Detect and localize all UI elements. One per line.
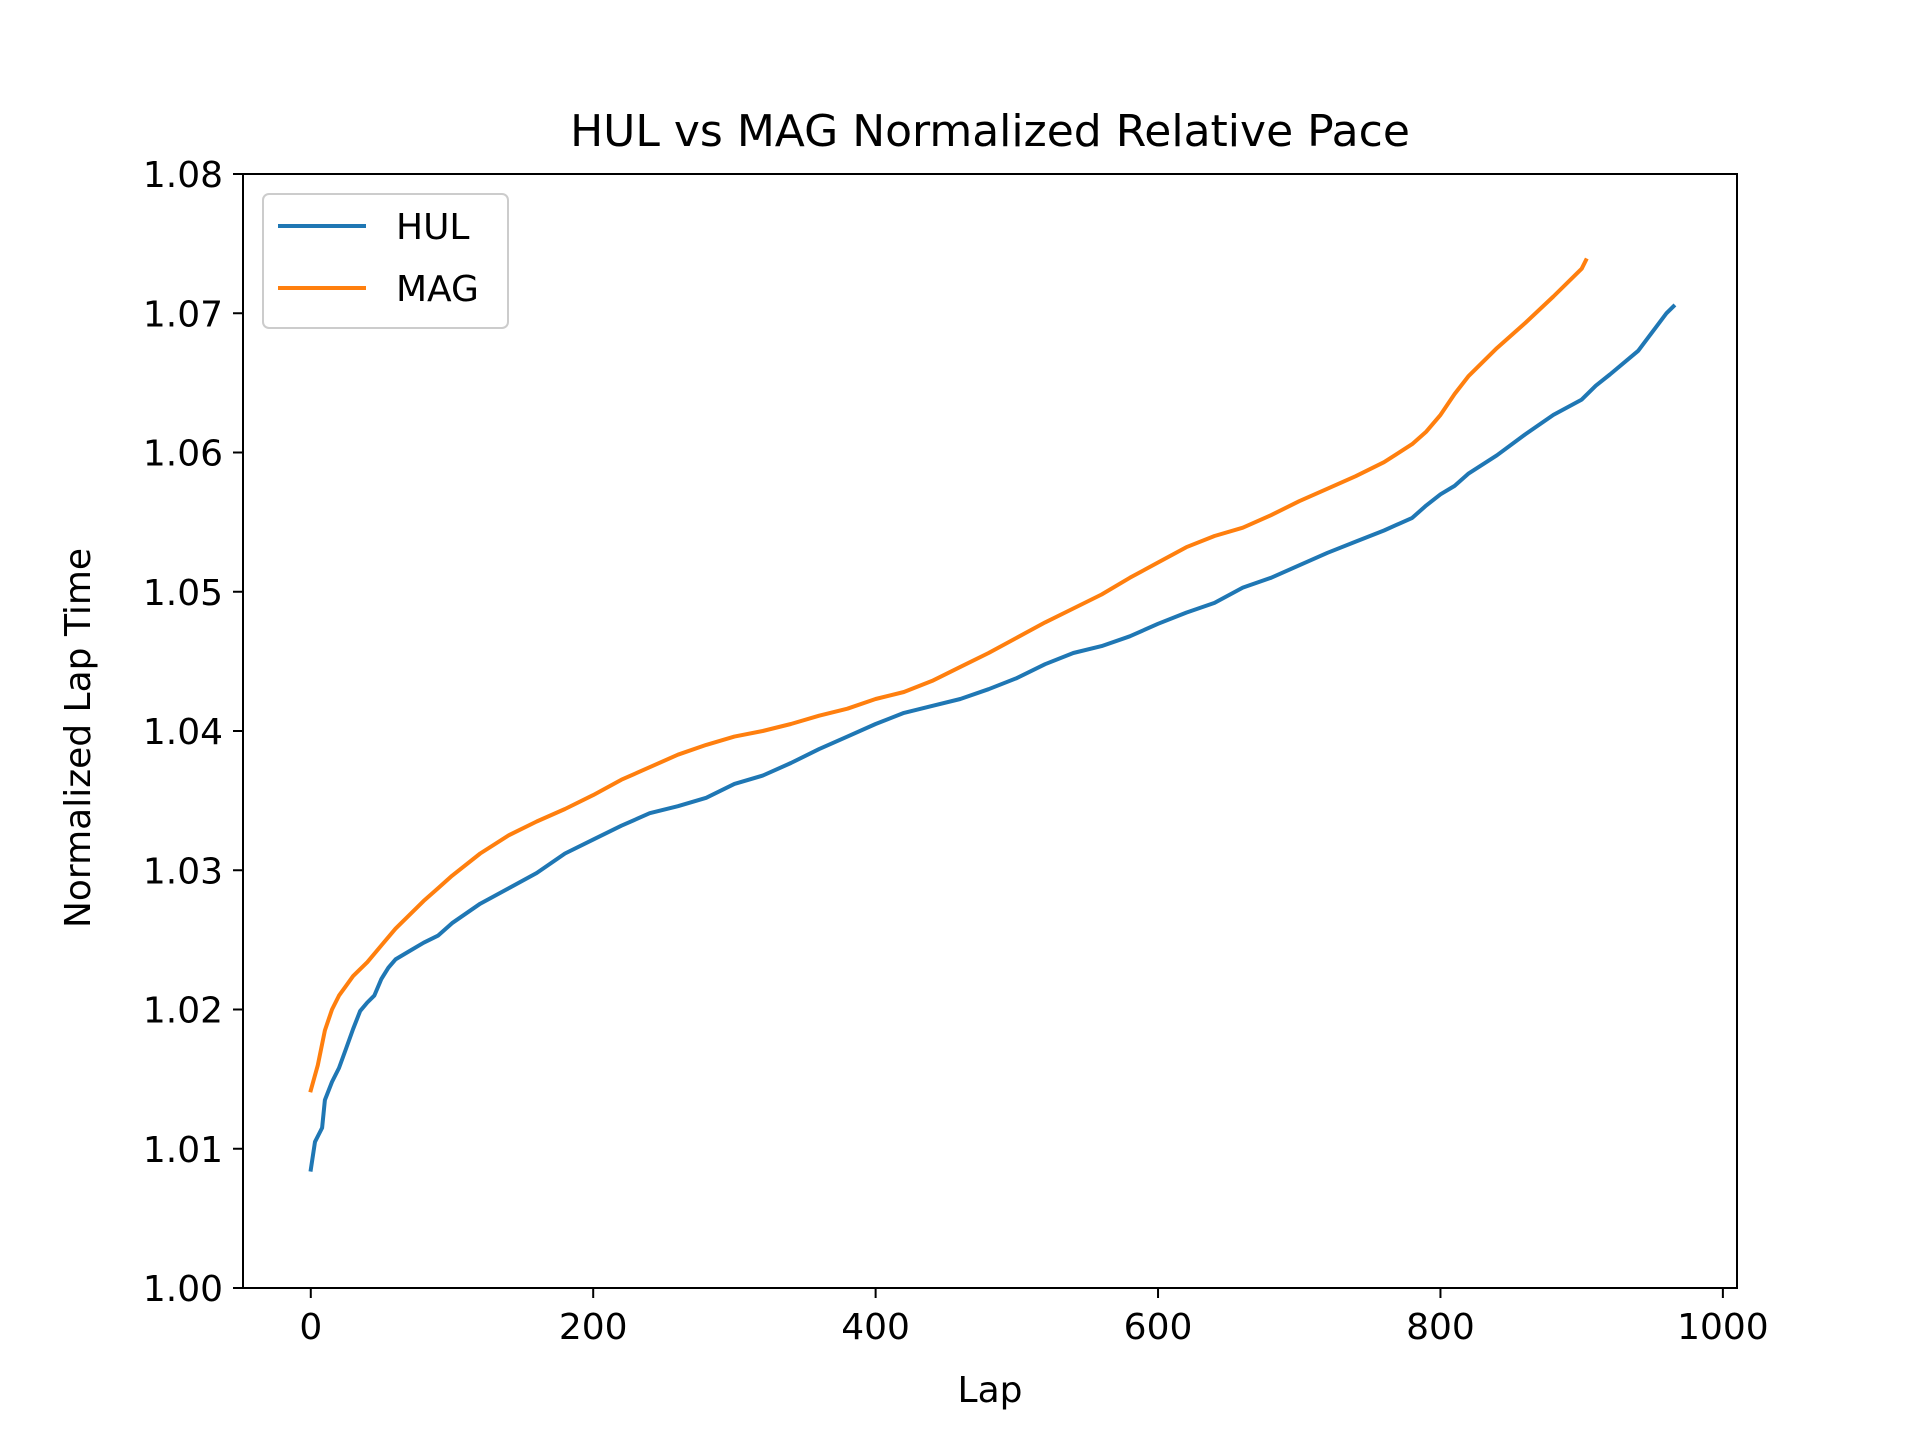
legend: HUL MAG <box>262 193 509 329</box>
y-tick-label: 1.06 <box>143 434 223 475</box>
series-line-hul <box>308 303 1677 1172</box>
x-tick-label: 400 <box>841 1307 910 1348</box>
series-layer <box>308 257 1677 1172</box>
y-tick-label: 1.00 <box>143 1269 223 1310</box>
x-tick-label: 200 <box>559 1307 628 1348</box>
series-line-mag <box>308 257 1589 1093</box>
x-tick-label: 1000 <box>1677 1307 1769 1348</box>
plot-frame <box>242 173 1738 1289</box>
legend-label-mag: MAG <box>396 269 479 310</box>
x-axis-label: Lap <box>958 1370 1023 1411</box>
y-tick-label: 1.03 <box>143 851 223 892</box>
y-tick-label: 1.08 <box>143 155 223 196</box>
y-tick-label: 1.07 <box>143 294 223 335</box>
y-tick-label: 1.01 <box>143 1130 223 1171</box>
x-tick-label: 600 <box>1124 1307 1193 1348</box>
chart-title: HUL vs MAG Normalized Relative Pace <box>570 106 1410 157</box>
y-tick-label: 1.02 <box>143 991 223 1032</box>
x-axis: 0 200 400 600 800 1000 <box>299 1288 1769 1348</box>
y-tick-label: 1.05 <box>143 573 223 614</box>
y-axis-label: Normalized Lap Time <box>58 548 99 928</box>
legend-label-hul: HUL <box>396 207 469 248</box>
y-tick-label: 1.04 <box>143 712 223 753</box>
x-tick-label: 0 <box>299 1307 322 1348</box>
x-tick-label: 800 <box>1406 1307 1475 1348</box>
y-axis: 1.00 1.01 1.02 1.03 1.04 1.05 1.06 1.07 1.08 <box>143 155 243 1310</box>
